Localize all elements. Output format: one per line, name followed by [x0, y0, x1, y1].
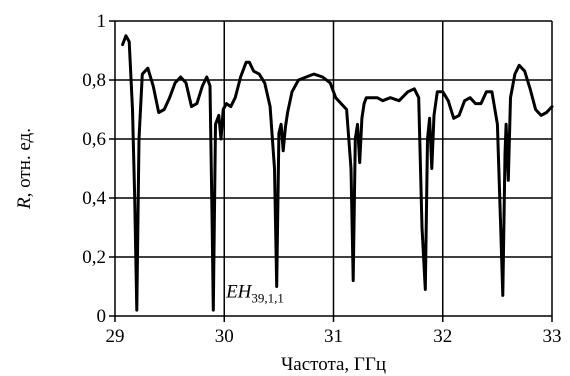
x-tick-label: 30 — [215, 326, 234, 347]
reflection-curve — [121, 34, 554, 312]
x-tick-label: 29 — [106, 326, 125, 347]
y-axis-label-symbol: R — [14, 197, 35, 210]
grid — [115, 20, 553, 316]
y-tick-label: 0 — [97, 306, 107, 327]
x-tick-label: 32 — [433, 326, 452, 347]
x-tick-label: 31 — [324, 326, 343, 347]
mode-annotation-main: EH — [225, 281, 253, 302]
y-tick-label: 0,6 — [82, 129, 106, 150]
y-tick-label: 0,4 — [82, 188, 106, 209]
axes — [109, 20, 553, 322]
y-tick-label: 0,8 — [82, 70, 106, 91]
y-tick-label: 0,2 — [82, 247, 106, 268]
x-tick-label: 33 — [543, 326, 562, 347]
mode-annotation: EH39,1,1 — [225, 281, 284, 305]
series-group — [121, 34, 554, 312]
y-axis-label-unit: , отн. ед. — [14, 128, 35, 197]
tick-labels: 0 0,2 0,4 0,6 0,8 1 29 30 31 32 33 — [82, 11, 561, 347]
mode-annotation-subscript: 39,1,1 — [251, 290, 284, 305]
x-axis-label: Частота, ГГц — [281, 354, 386, 375]
y-axis-label: R, отн. ед. — [14, 128, 35, 210]
y-tick-label: 1 — [97, 11, 107, 32]
